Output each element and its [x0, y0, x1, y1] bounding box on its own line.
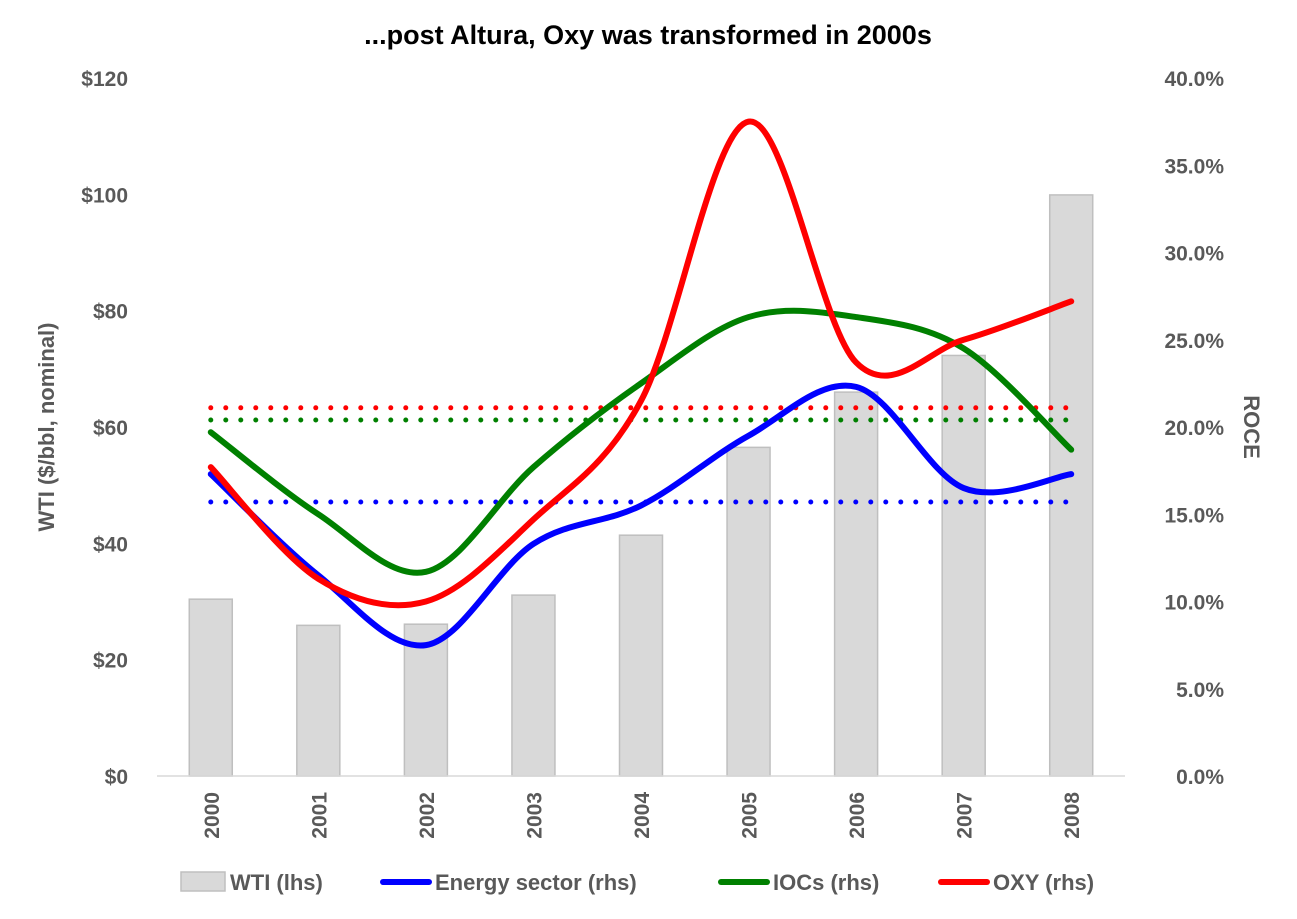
left-axis-ticks: $0 $20 $40 $60 $80 $100 $120 — [81, 68, 128, 789]
wti-bar-2005 — [726, 446, 771, 777]
x-axis-ticks: 2000 2001 2002 2003 2004 2005 2006 2007 2008 — [201, 792, 1084, 839]
wti-bar-2003 — [511, 594, 556, 777]
legend-swatch-wti — [180, 871, 226, 892]
wti-bar-2000 — [188, 598, 234, 777]
legend: WTI (lhs) Energy sector (rhs) IOCs (rhs) OX… — [180, 870, 1094, 895]
right-axis-ticks: 0.0% 5.0% 10.0% 15.0% 20.0% 25.0% 30.0% 35.0% 40… — [1164, 68, 1224, 789]
wti-bar-2001 — [296, 624, 341, 777]
right-axis-label: ROCE — [1239, 395, 1264, 459]
x-tick-label: 2002 — [416, 792, 439, 839]
right-tick-label: 20.0% — [1164, 417, 1224, 440]
x-tick-label: 2004 — [631, 792, 654, 839]
x-tick-label: 2008 — [1061, 792, 1084, 839]
right-tick-label: 15.0% — [1164, 504, 1224, 527]
right-tick-label: 35.0% — [1164, 155, 1224, 178]
x-tick-label: 2003 — [523, 792, 546, 839]
series-lines-layer — [207, 118, 1075, 649]
x-tick-label: 2005 — [739, 792, 762, 839]
right-tick-label: 25.0% — [1164, 330, 1224, 353]
left-tick-label: $0 — [105, 766, 128, 789]
right-tick-label: 40.0% — [1164, 68, 1224, 91]
legend-label-oxy: OXY (rhs) — [993, 870, 1094, 895]
wti-bar-2007 — [941, 354, 986, 777]
x-tick-label: 2001 — [308, 792, 331, 839]
x-tick-label: 2006 — [846, 792, 869, 839]
left-axis-label: WTI ($/bbl, nominal) — [34, 323, 59, 532]
left-tick-label: $100 — [81, 184, 128, 207]
legend-label-iocs: IOCs (rhs) — [773, 870, 879, 895]
wti-bar-2004 — [618, 534, 664, 777]
series-line-iocs — [207, 307, 1075, 576]
right-tick-label: 5.0% — [1176, 679, 1224, 702]
chart-title: ...post Altura, Oxy was transformed in 2… — [364, 20, 932, 50]
x-tick-label: 2007 — [954, 792, 977, 839]
left-tick-label: $40 — [93, 533, 128, 556]
right-tick-label: 10.0% — [1164, 592, 1224, 615]
left-tick-label: $20 — [93, 650, 128, 673]
wti-bar-2008 — [1048, 194, 1094, 777]
x-tick-label: 2000 — [201, 792, 224, 839]
legend-label-wti: WTI (lhs) — [230, 870, 323, 895]
series-line-energy — [207, 382, 1075, 649]
right-tick-label: 0.0% — [1176, 766, 1224, 789]
left-tick-label: $60 — [93, 417, 128, 440]
series-line-oxy — [207, 118, 1075, 609]
left-tick-label: $80 — [93, 301, 128, 324]
left-tick-label: $120 — [81, 68, 128, 91]
right-tick-label: 30.0% — [1164, 243, 1224, 266]
wti-bar-2006 — [833, 391, 879, 777]
legend-label-energy: Energy sector (rhs) — [435, 870, 637, 895]
